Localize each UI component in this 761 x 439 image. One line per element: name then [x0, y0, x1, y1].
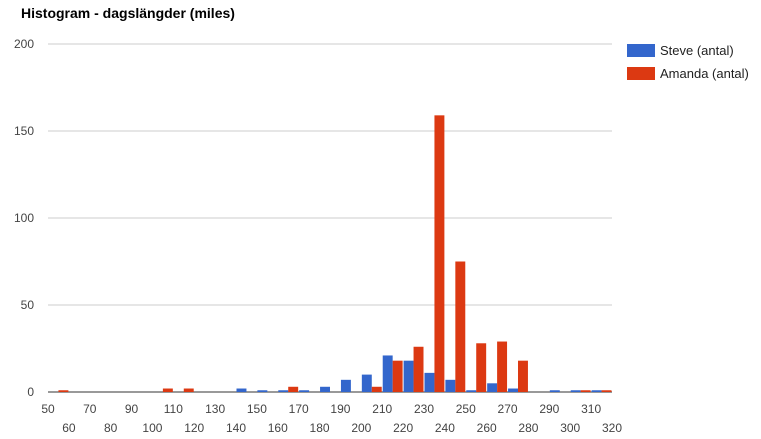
y-tick-label: 50 — [21, 298, 35, 312]
x-tick-label: 320 — [602, 421, 622, 435]
bar-amanda — [413, 346, 424, 392]
bar-steve — [403, 360, 414, 392]
x-tick-label: 90 — [125, 402, 139, 416]
x-tick-label: 290 — [539, 402, 559, 416]
bar-steve — [236, 388, 247, 392]
y-tick-label: 0 — [27, 385, 34, 399]
x-tick-label: 70 — [83, 402, 97, 416]
x-tick-label: 220 — [393, 421, 413, 435]
bar-amanda — [288, 386, 299, 392]
x-tick-label: 50 — [41, 402, 55, 416]
bar-steve — [340, 379, 351, 392]
x-tick-label: 110 — [164, 402, 183, 416]
x-tick-label: 260 — [477, 421, 497, 435]
y-tick-label: 200 — [14, 37, 34, 51]
bar-steve — [487, 383, 498, 392]
legend-swatch-amanda — [627, 67, 655, 80]
y-tick-label: 100 — [14, 211, 34, 225]
x-tick-label: 170 — [289, 402, 309, 416]
bar-steve — [445, 379, 456, 392]
x-tick-label: 300 — [560, 421, 580, 435]
x-tick-label: 160 — [268, 421, 288, 435]
x-tick-label: 140 — [226, 421, 246, 435]
bar-steve — [508, 388, 518, 392]
bar-amanda — [183, 388, 194, 392]
bar-amanda — [601, 390, 612, 392]
x-tick-label: 240 — [435, 421, 455, 435]
x-tick-label: 210 — [372, 402, 392, 416]
x-tick-label: 60 — [62, 421, 76, 435]
bar-steve — [466, 390, 477, 392]
legend-label-steve: Steve (antal) — [660, 43, 734, 58]
x-tick-label: 150 — [247, 402, 267, 416]
x-tick-label: 120 — [184, 421, 204, 435]
bar-steve — [320, 386, 330, 392]
bar-amanda — [162, 388, 173, 392]
bar-amanda — [476, 343, 487, 392]
bar-amanda — [580, 390, 591, 392]
bar-steve — [382, 355, 393, 392]
bar-steve — [424, 372, 435, 392]
chart-title: Histogram - dagslängder (miles) — [21, 5, 235, 21]
bar-amanda — [518, 360, 528, 392]
bar-amanda — [371, 386, 382, 392]
bar-steve — [361, 374, 372, 392]
bar-steve — [570, 390, 581, 392]
x-tick-label: 190 — [330, 402, 350, 416]
bar-amanda — [455, 261, 466, 392]
bar-amanda — [497, 341, 508, 392]
legend-label-amanda: Amanda (antal) — [660, 66, 749, 81]
x-tick-label: 200 — [351, 421, 371, 435]
x-tick-label: 180 — [310, 421, 330, 435]
bar-amanda — [392, 360, 403, 392]
x-tick-label: 270 — [498, 402, 518, 416]
x-tick-label: 280 — [518, 421, 538, 435]
x-tick-label: 130 — [205, 402, 225, 416]
bar-steve — [299, 390, 310, 392]
bar-steve — [591, 390, 602, 392]
bar-steve — [549, 390, 560, 392]
y-tick-label: 150 — [14, 124, 34, 138]
bar-amanda — [434, 115, 445, 392]
x-tick-label: 80 — [104, 421, 118, 435]
legend-swatch-steve — [627, 44, 655, 57]
bar-steve — [257, 390, 268, 392]
bar-steve — [278, 390, 289, 392]
x-tick-label: 310 — [581, 402, 601, 416]
x-tick-label: 250 — [456, 402, 476, 416]
bar-amanda — [58, 390, 69, 392]
x-tick-label: 100 — [142, 421, 162, 435]
x-tick-label: 230 — [414, 402, 434, 416]
